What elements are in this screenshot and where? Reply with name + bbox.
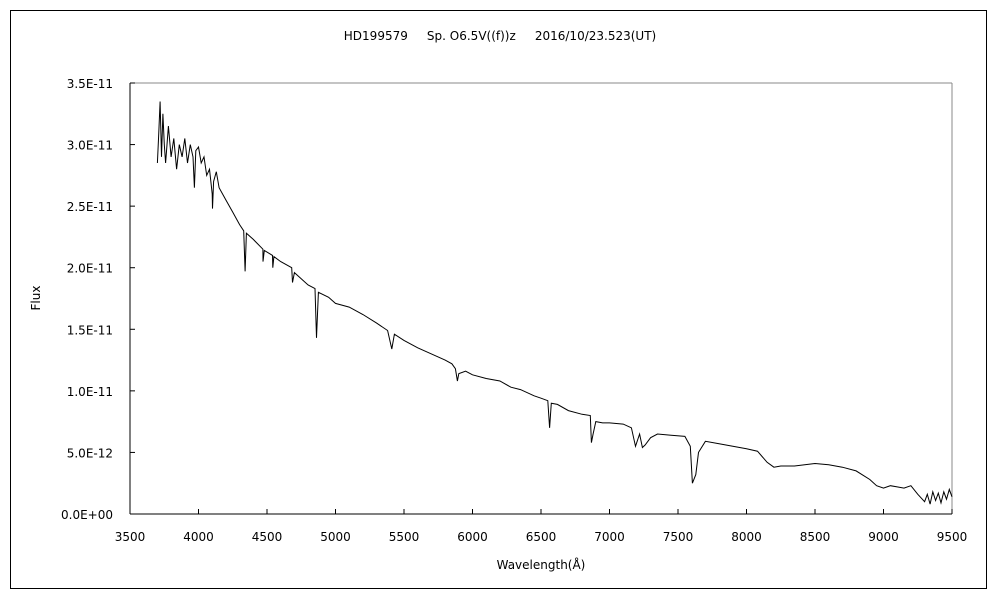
x-tick-label: 9000 <box>868 530 899 544</box>
x-tick-label: 5000 <box>320 530 351 544</box>
y-tick-label: 2.5E-11 <box>67 200 113 214</box>
spectrum-line <box>156 101 953 505</box>
chart-frame <box>10 10 987 589</box>
x-tick-label: 9500 <box>937 530 968 544</box>
y-tick-label: 2.0E-11 <box>67 262 113 276</box>
x-tick-label: 8500 <box>800 530 831 544</box>
x-tick-label: 7500 <box>663 530 694 544</box>
x-tick-label: 5500 <box>389 530 420 544</box>
x-tick-label: 4000 <box>183 530 214 544</box>
x-tick-label: 3500 <box>115 530 146 544</box>
y-tick-label: 1.5E-11 <box>67 323 113 337</box>
y-tick-label: 3.0E-11 <box>67 139 113 153</box>
x-tick-label: 8000 <box>731 530 762 544</box>
chart-title: HD199579 Sp. O6.5V((f))z 2016/10/23.523(… <box>344 29 656 43</box>
x-tick-label: 4500 <box>252 530 283 544</box>
y-tick-label: 3.5E-11 <box>67 77 113 91</box>
y-axis-label: Flux <box>29 286 43 311</box>
x-tick-label: 7000 <box>594 530 625 544</box>
x-axis-label: Wavelength(Å) <box>497 557 586 572</box>
y-tick-label: 5.0E-12 <box>67 446 113 460</box>
x-tick-label: 6000 <box>457 530 488 544</box>
y-tick-label: 0.0E+00 <box>61 508 113 522</box>
y-tick-label: 1.0E-11 <box>67 385 113 399</box>
x-tick-label: 6500 <box>526 530 557 544</box>
